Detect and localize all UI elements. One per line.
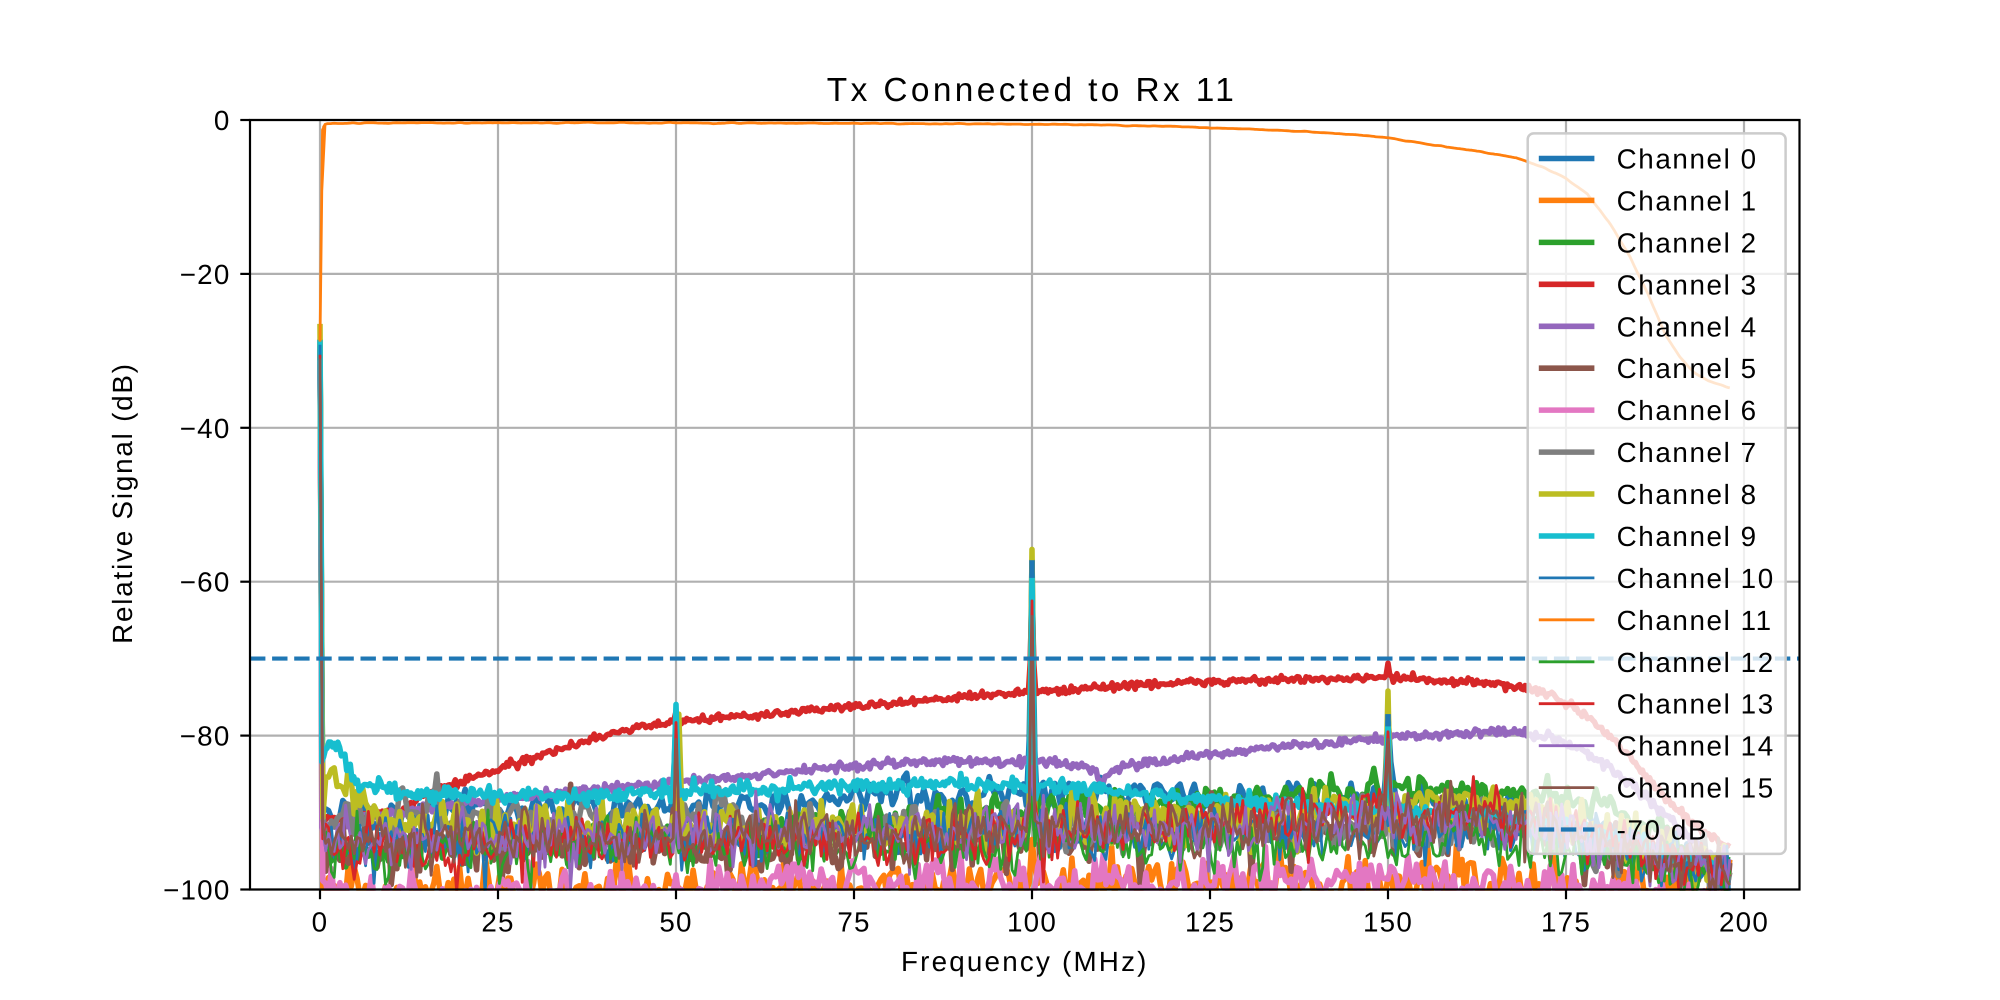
svg-text:Channel 13: Channel 13	[1617, 689, 1775, 720]
svg-text:75: 75	[837, 907, 870, 938]
svg-text:Channel 0: Channel 0	[1617, 144, 1758, 175]
svg-text:Channel 4: Channel 4	[1617, 311, 1758, 342]
svg-text:−40: −40	[180, 413, 231, 444]
svg-text:−60: −60	[180, 567, 231, 598]
svg-text:Channel 3: Channel 3	[1617, 269, 1758, 300]
svg-text:200: 200	[1719, 907, 1769, 938]
svg-text:0: 0	[312, 907, 329, 938]
svg-text:−100: −100	[163, 875, 230, 906]
svg-text:175: 175	[1541, 907, 1591, 938]
svg-text:Channel 12: Channel 12	[1617, 647, 1775, 678]
svg-text:Frequency (MHz): Frequency (MHz)	[901, 946, 1149, 977]
svg-text:Channel 8: Channel 8	[1617, 479, 1758, 510]
svg-text:Channel 1: Channel 1	[1617, 185, 1758, 216]
svg-text:Channel 6: Channel 6	[1617, 395, 1758, 426]
svg-text:Channel 5: Channel 5	[1617, 353, 1758, 384]
svg-text:0: 0	[214, 105, 231, 136]
svg-text:−20: −20	[180, 259, 231, 290]
svg-text:Channel 9: Channel 9	[1617, 521, 1758, 552]
svg-text:50: 50	[659, 907, 692, 938]
svg-text:25: 25	[481, 907, 514, 938]
svg-text:Channel 15: Channel 15	[1617, 773, 1775, 804]
svg-text:-70 dB: -70 dB	[1617, 815, 1709, 846]
svg-text:Tx Connected to Rx 11: Tx Connected to Rx 11	[827, 72, 1237, 109]
svg-text:Channel 7: Channel 7	[1617, 437, 1758, 468]
svg-text:Channel 11: Channel 11	[1617, 605, 1773, 636]
svg-text:Channel 2: Channel 2	[1617, 227, 1758, 258]
svg-text:125: 125	[1185, 907, 1235, 938]
svg-text:Channel 14: Channel 14	[1617, 731, 1775, 762]
svg-text:150: 150	[1363, 907, 1413, 938]
svg-text:−80: −80	[180, 721, 231, 752]
svg-text:100: 100	[1007, 907, 1057, 938]
svg-text:Channel 10: Channel 10	[1617, 563, 1775, 594]
svg-text:Relative Signal (dB): Relative Signal (dB)	[107, 362, 138, 644]
